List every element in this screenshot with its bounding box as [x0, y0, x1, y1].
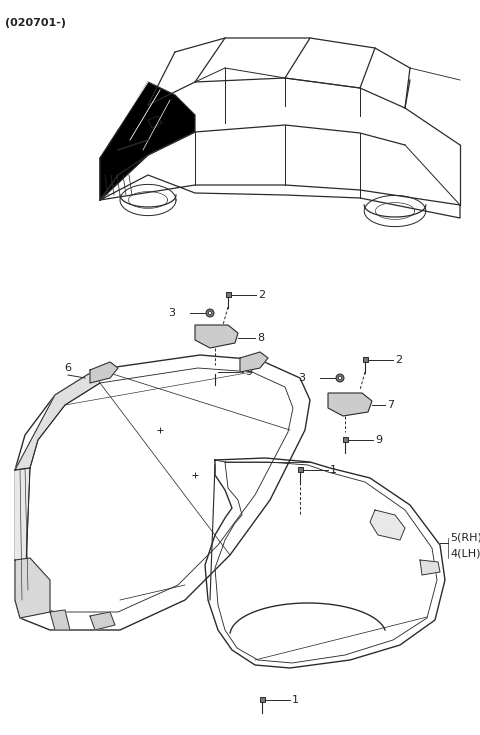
Polygon shape	[420, 560, 440, 575]
Text: 7: 7	[387, 400, 394, 410]
Text: 1: 1	[330, 465, 337, 475]
Polygon shape	[90, 362, 118, 383]
Text: 3: 3	[298, 373, 305, 383]
Polygon shape	[15, 558, 50, 618]
Text: 5(RH): 5(RH)	[450, 533, 480, 543]
Text: (020701-): (020701-)	[5, 18, 66, 28]
Text: 2: 2	[395, 355, 402, 365]
Polygon shape	[15, 355, 310, 630]
Text: 9: 9	[375, 435, 382, 445]
Bar	[298, 467, 303, 472]
Text: 1: 1	[292, 695, 299, 705]
Text: 9: 9	[245, 367, 252, 377]
Circle shape	[208, 312, 212, 315]
Bar	[260, 697, 265, 702]
Text: 3: 3	[168, 308, 175, 318]
Text: 6: 6	[64, 363, 72, 373]
Circle shape	[206, 309, 214, 317]
Polygon shape	[15, 370, 100, 470]
Bar	[343, 437, 348, 442]
Polygon shape	[90, 612, 115, 630]
Polygon shape	[15, 468, 30, 600]
Bar	[213, 369, 218, 374]
Polygon shape	[100, 82, 195, 200]
Polygon shape	[195, 325, 238, 348]
Polygon shape	[370, 510, 405, 540]
Text: 4(LH): 4(LH)	[450, 549, 480, 559]
Circle shape	[338, 376, 342, 379]
Circle shape	[336, 374, 344, 382]
Text: 8: 8	[257, 333, 264, 343]
Polygon shape	[50, 610, 70, 630]
Text: 2: 2	[258, 290, 265, 300]
Polygon shape	[205, 458, 445, 668]
Bar	[226, 292, 231, 297]
Polygon shape	[328, 393, 372, 416]
Bar	[363, 357, 368, 362]
Polygon shape	[240, 352, 268, 372]
